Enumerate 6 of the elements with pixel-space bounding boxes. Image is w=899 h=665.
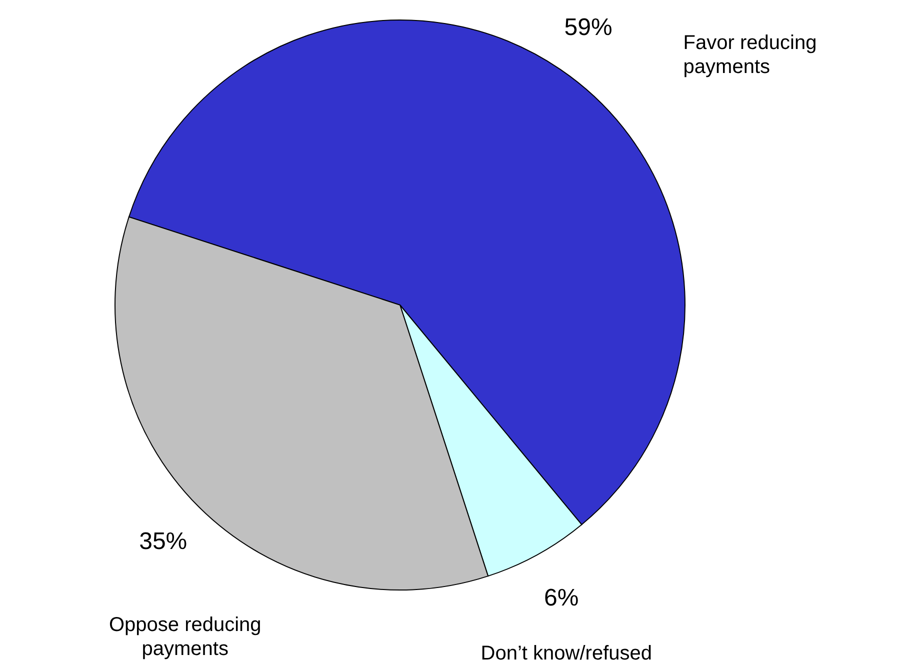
slice-label: Oppose reducing payments [108, 614, 262, 660]
slice-label: Favor reducing payments [683, 32, 817, 78]
data-label: 59% [564, 14, 612, 41]
data-label: 35% [139, 528, 188, 555]
data-label: 6% [544, 584, 579, 612]
slice-label: Don’t know/refused [480, 642, 652, 665]
